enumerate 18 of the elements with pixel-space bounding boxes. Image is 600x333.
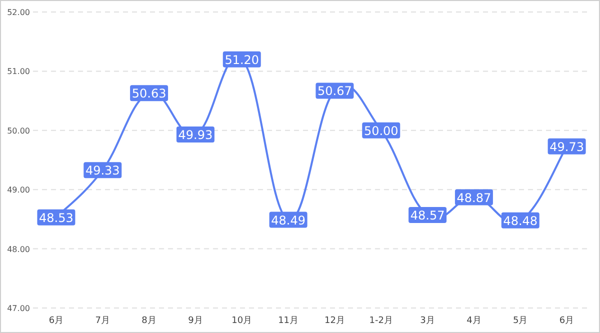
x-tick-label: 10月 — [232, 316, 252, 326]
x-tick-label: 9月 — [188, 316, 203, 326]
y-tick-label: 48.00 — [7, 244, 30, 254]
y-tick-label: 47.00 — [7, 304, 30, 313]
x-tick-label: 3月 — [420, 316, 435, 326]
x-tick-label: 8月 — [142, 316, 156, 326]
x-tick-label: 7月 — [95, 316, 110, 326]
x-tick-label: 6月 — [48, 316, 64, 326]
x-tick-label: 5月 — [513, 316, 528, 326]
x-tick-label: 1-2月 — [369, 316, 393, 326]
y-tick-label: 50.00 — [7, 126, 30, 136]
y-tick-label: 49.00 — [7, 186, 30, 195]
y-tick-label: 52.00 — [7, 8, 30, 17]
x-tick-label: 6月 — [559, 316, 574, 326]
x-tick-label: 12月 — [324, 316, 345, 326]
x-tick-label: 4月 — [466, 316, 482, 326]
y-tick-label: 51.00 — [7, 67, 30, 76]
x-tick-label: 11月 — [278, 316, 299, 326]
